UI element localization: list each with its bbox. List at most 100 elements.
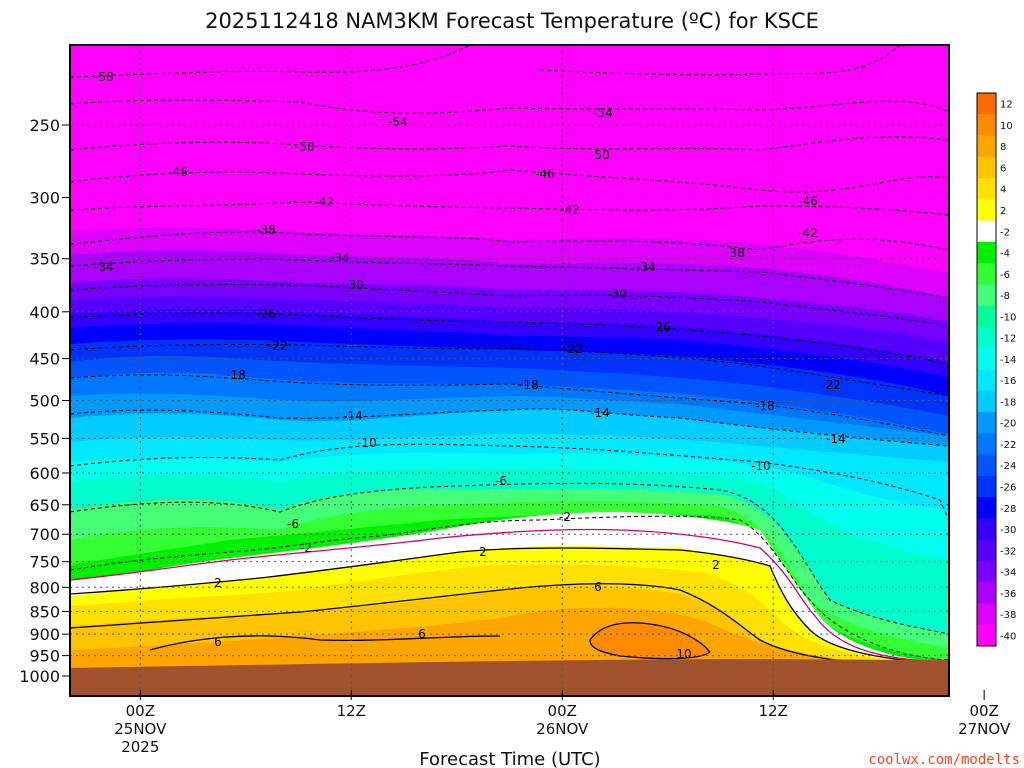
colorbar-label: -24 bbox=[1000, 461, 1016, 472]
contour-label: -38 bbox=[256, 223, 276, 237]
x-tick-label: 12Z bbox=[759, 702, 788, 720]
colorbar-swatch bbox=[977, 475, 996, 498]
contour-line bbox=[589, 622, 711, 660]
colorbar-label: 6 bbox=[1000, 163, 1006, 174]
colorbar-label: -12 bbox=[1000, 334, 1016, 345]
colorbar-label: -36 bbox=[1000, 589, 1016, 600]
colorbar-swatch bbox=[977, 135, 996, 158]
contour-line bbox=[70, 201, 949, 216]
colorbar-frame bbox=[976, 92, 997, 647]
colorbar-swatch bbox=[977, 199, 996, 222]
contour-label: -18 bbox=[226, 368, 246, 382]
credit-text: coolwx.com/modelts bbox=[868, 752, 1020, 768]
colorbar-label: -2 bbox=[1000, 227, 1010, 238]
y-tick-label: 300 bbox=[29, 188, 60, 207]
contour-label: -2 bbox=[559, 510, 571, 524]
x-tick-label: 00Z bbox=[969, 702, 998, 720]
colorbar-swatch bbox=[977, 114, 996, 137]
colorbar-swatch bbox=[977, 582, 996, 604]
colorbar-label: 2 bbox=[1000, 206, 1006, 217]
y-tick-label: 900 bbox=[29, 625, 60, 644]
contour-label: -46 bbox=[168, 165, 188, 179]
x-tick-label: 00Z bbox=[548, 702, 577, 720]
chart-title: 2025112418 NAM3KM Forecast Temperature (… bbox=[205, 9, 819, 33]
colorbar-swatch bbox=[977, 454, 996, 477]
colorbar-swatch bbox=[977, 326, 996, 349]
contour-line bbox=[70, 136, 949, 151]
y-tick-label: 650 bbox=[29, 496, 60, 515]
colorbar-label: -20 bbox=[1000, 419, 1016, 430]
contour-label: 6 bbox=[418, 627, 426, 641]
colorbar-label: 4 bbox=[1000, 185, 1006, 196]
contour-label: -2 bbox=[300, 541, 312, 555]
y-tick-label: 250 bbox=[29, 116, 60, 135]
contour-label: -30 bbox=[607, 287, 627, 301]
contour-line bbox=[70, 312, 949, 365]
x-tick-label: 00Z bbox=[126, 702, 155, 720]
y-tick-label: 750 bbox=[29, 553, 60, 572]
colorbar-swatch bbox=[977, 348, 996, 370]
contour-label: -26 bbox=[256, 307, 276, 321]
plot-frame bbox=[69, 44, 950, 697]
contour-label: -22 bbox=[268, 339, 288, 353]
y-tick-label: 550 bbox=[29, 429, 60, 448]
colorbar-label: -34 bbox=[1000, 568, 1016, 579]
colorbar-swatch bbox=[977, 284, 996, 307]
y-tick-label: 400 bbox=[29, 303, 60, 322]
contour-label: -46 bbox=[535, 167, 555, 181]
contour-line bbox=[70, 583, 949, 669]
colorbar-label: -30 bbox=[1000, 525, 1016, 536]
colorbar-swatch bbox=[977, 241, 996, 264]
contour-label: -10 bbox=[751, 459, 771, 473]
y-tick-label: 350 bbox=[29, 250, 60, 269]
contour-line bbox=[70, 169, 949, 193]
contour-label: -6 bbox=[287, 517, 299, 531]
contour-line bbox=[70, 99, 949, 114]
contour-line bbox=[70, 515, 949, 661]
y-tick-label: 600 bbox=[29, 464, 60, 483]
colorbar-swatch bbox=[977, 369, 996, 392]
colorbar-label: -26 bbox=[1000, 482, 1016, 493]
contour-label: -14 bbox=[343, 409, 363, 423]
contour-line bbox=[70, 284, 949, 327]
colorbar-label: 8 bbox=[1000, 142, 1006, 153]
contour-label: -34 bbox=[94, 260, 114, 274]
contour-label: -50 bbox=[295, 140, 315, 154]
contour-label: -42 bbox=[798, 226, 818, 240]
contour-label: -14 bbox=[590, 406, 610, 420]
colorbar: 12 10 8 6 4 2 -2 -4 -6 -8 -10 -12 -14 -16 -18 -20 -22 -24… bbox=[976, 92, 1016, 647]
x-tick-label: 12Z bbox=[337, 702, 366, 720]
x-axis-label: Forecast Time (UTC) bbox=[419, 749, 600, 768]
contour-line bbox=[70, 344, 949, 397]
contour-line bbox=[70, 408, 949, 447]
contour-label: -54 bbox=[388, 115, 408, 129]
contour-label: 2 bbox=[479, 545, 487, 559]
colorbar-label: -32 bbox=[1000, 546, 1016, 557]
contour-label: -54 bbox=[593, 106, 613, 120]
colorbar-swatch bbox=[977, 518, 996, 541]
freezing-line bbox=[70, 528, 949, 663]
y-tick-label: 500 bbox=[29, 392, 60, 411]
contour-line bbox=[70, 547, 949, 665]
x-tick-label: 25NOV bbox=[114, 720, 167, 738]
contour-line bbox=[70, 45, 901, 78]
contour-label: -50 bbox=[590, 148, 610, 162]
y-tick-label: 950 bbox=[29, 647, 60, 666]
contour-line bbox=[149, 635, 501, 651]
colorbar-swatch bbox=[977, 624, 996, 647]
contour-label: 10 bbox=[676, 647, 691, 661]
colorbar-label: 10 bbox=[1000, 121, 1013, 132]
y-tick-label: 1000 bbox=[19, 667, 60, 686]
colorbar-label: -6 bbox=[1000, 270, 1010, 281]
contour-label: -58 bbox=[94, 70, 114, 84]
contour-label: -46 bbox=[798, 194, 818, 208]
y-tick-label: 450 bbox=[29, 350, 60, 369]
contour-label: -38 bbox=[725, 246, 745, 260]
contour-line bbox=[70, 482, 949, 635]
contour-label: -34 bbox=[636, 260, 656, 274]
ground bbox=[70, 659, 949, 696]
contour-label: -26 bbox=[651, 320, 671, 334]
contour-label: -22 bbox=[563, 342, 583, 356]
colorbar-label: 12 bbox=[1000, 100, 1013, 111]
colorbar-swatch bbox=[977, 603, 996, 626]
